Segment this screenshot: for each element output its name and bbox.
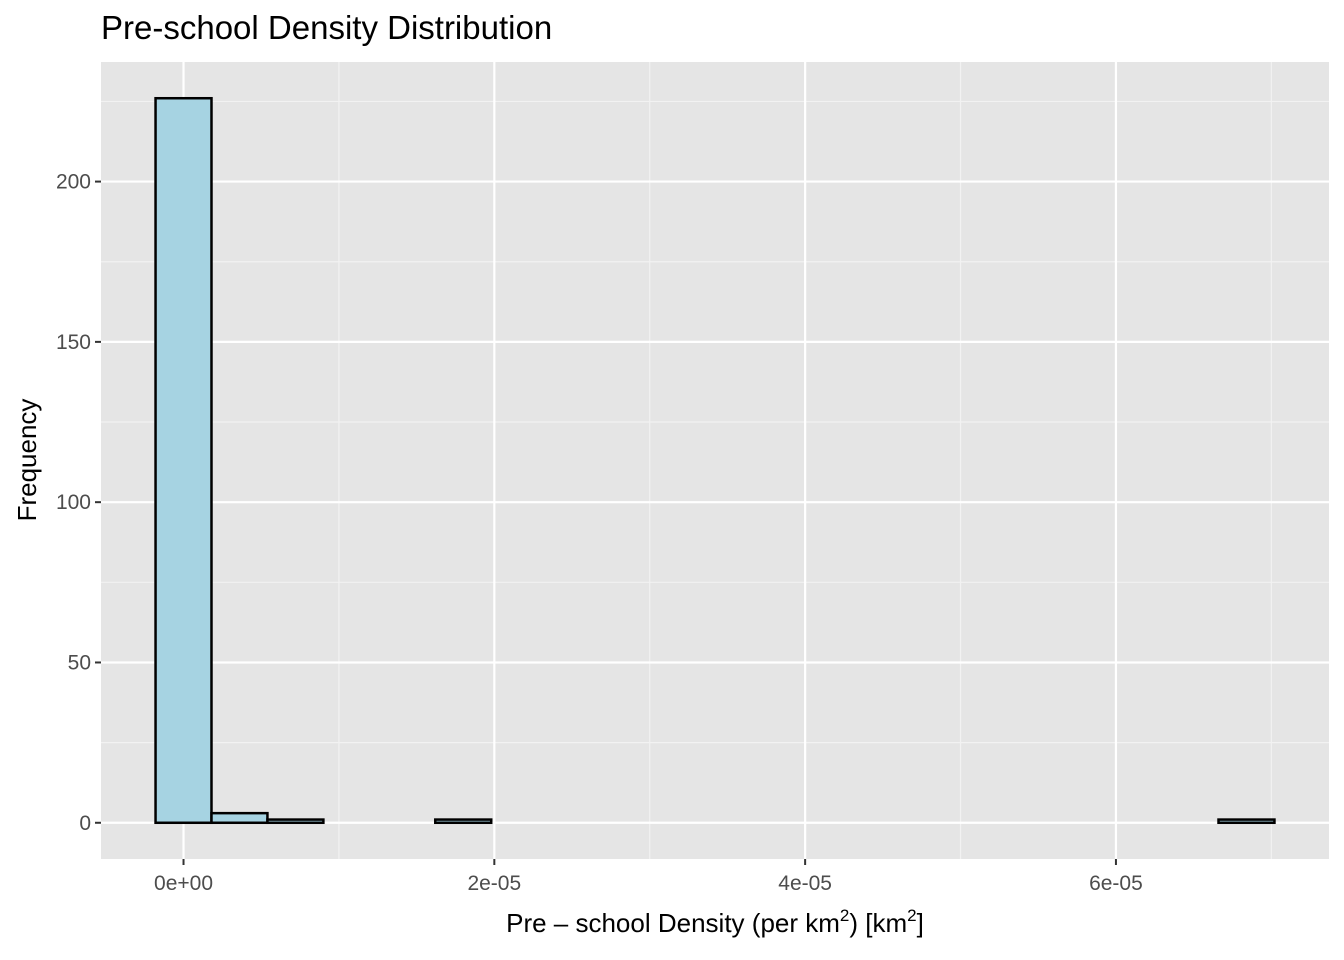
x-axis-title-close-bracket: ] — [917, 908, 924, 938]
y-tick-label: 100 — [56, 491, 91, 514]
y-tick-label: 50 — [68, 651, 91, 674]
histogram-bar — [1217, 818, 1276, 825]
x-tick-label: 2e-05 — [467, 872, 521, 895]
x-axis-title-sup-1: 2 — [840, 906, 849, 925]
x-axis-title-open-paren: ( — [752, 908, 761, 938]
plot-panel — [101, 62, 1329, 859]
x-axis-title-prefix: Pre – school Density — [506, 908, 752, 938]
histogram-bar — [266, 818, 325, 825]
x-tick-label: 4e-05 — [778, 872, 832, 895]
histogram-bar — [210, 811, 269, 825]
histogram-bar — [434, 818, 493, 825]
y-tick-label: 0 — [79, 812, 91, 835]
y-tick-label: 200 — [56, 171, 91, 194]
x-axis-title-unit: per km — [760, 908, 839, 938]
x-axis-title-bracket-unit: km — [873, 908, 908, 938]
x-tick-label: 6e-05 — [1089, 872, 1143, 895]
x-axis-title-sup-2: 2 — [907, 906, 916, 925]
x-axis-title-close-paren: ) [ — [849, 908, 873, 938]
y-axis-title: Frequency — [12, 399, 42, 522]
x-tick-label: 0e+00 — [154, 872, 213, 895]
y-tick-label: 150 — [56, 331, 91, 354]
minor-gridlines — [101, 62, 1329, 859]
y-axis: 0 50 100 150 200 — [56, 171, 101, 835]
histogram-bars — [154, 96, 1276, 825]
chart-title: Pre-school Density Distribution — [101, 9, 552, 46]
x-axis-title: Pre – school Density (per km2) [km2] — [506, 906, 924, 938]
x-axis: 0e+00 2e-05 4e-05 6e-05 — [154, 859, 1143, 895]
histogram-bar — [154, 96, 213, 825]
